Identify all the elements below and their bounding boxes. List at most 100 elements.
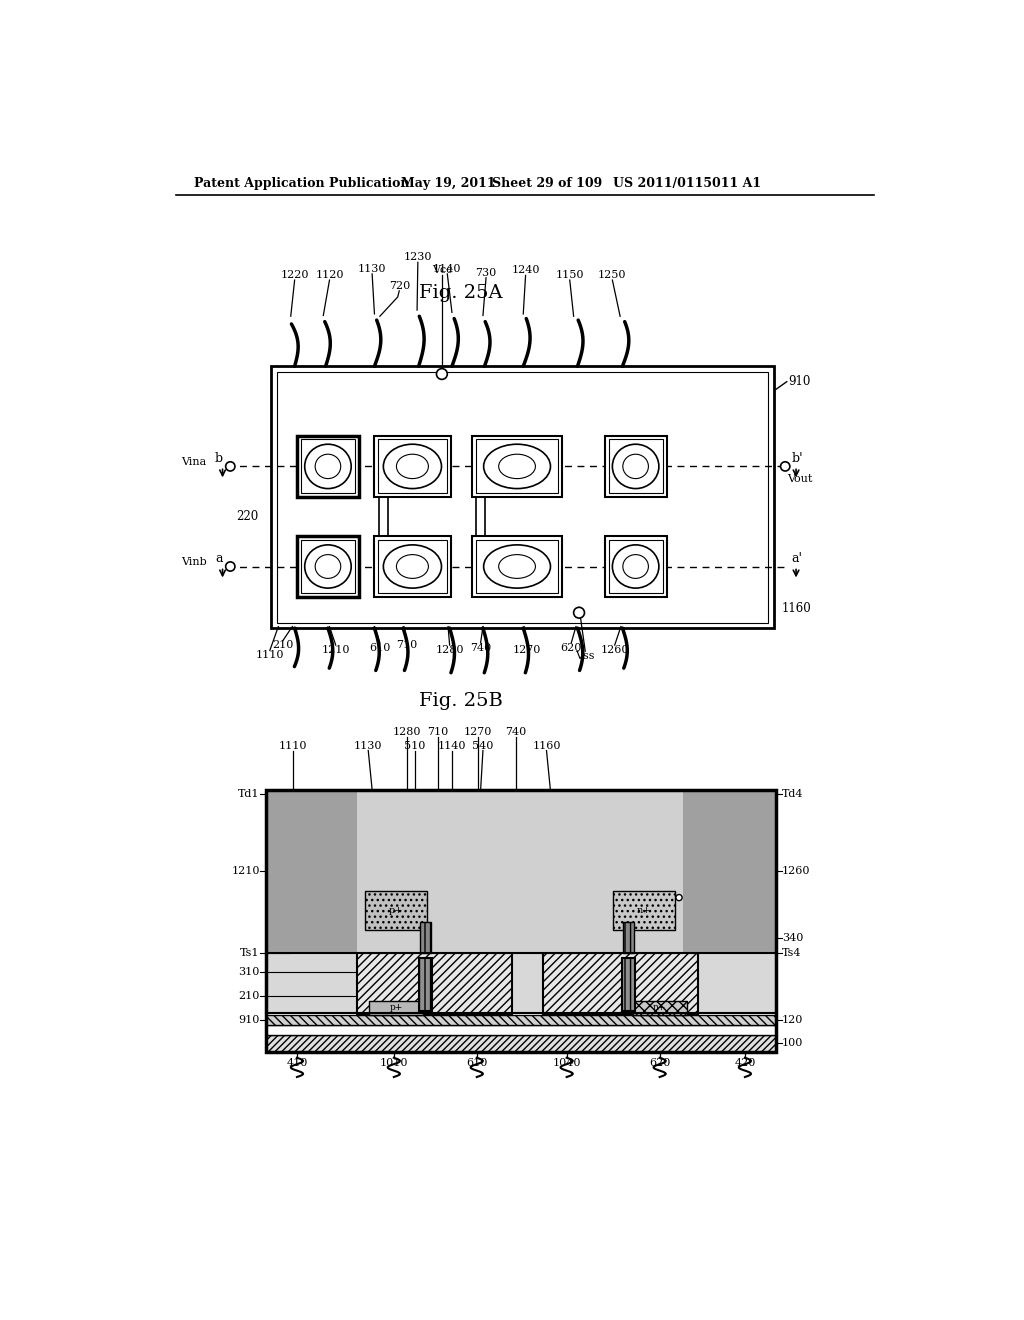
Text: Vcc: Vcc [432, 265, 453, 276]
Text: Vout: Vout [786, 474, 812, 483]
Text: p+: p+ [389, 1003, 402, 1012]
Text: US 2011/0115011 A1: US 2011/0115011 A1 [613, 177, 761, 190]
Bar [357, 789, 683, 953]
Text: 1140: 1140 [433, 264, 462, 275]
Text: Vinb: Vinb [180, 557, 207, 566]
Bar [476, 470, 485, 562]
Text: 410: 410 [287, 1057, 307, 1068]
Ellipse shape [396, 554, 428, 578]
Text: Sheet 29 of 109: Sheet 29 of 109 [493, 177, 602, 190]
Circle shape [225, 562, 234, 572]
Text: 610: 610 [370, 643, 390, 652]
Text: b: b [214, 453, 222, 465]
Text: Vss: Vss [575, 651, 595, 661]
Bar [608, 440, 663, 494]
Bar [378, 440, 447, 494]
Bar [472, 536, 561, 597]
Text: 1140: 1140 [437, 741, 466, 751]
Text: Td4: Td4 [782, 788, 804, 799]
Text: 1280: 1280 [393, 727, 421, 738]
Bar [378, 540, 447, 593]
Bar [366, 891, 427, 929]
Text: b': b' [792, 453, 803, 465]
Text: 910: 910 [239, 1015, 260, 1026]
Bar [374, 536, 452, 597]
Bar [266, 1035, 776, 1052]
Text: 210: 210 [272, 640, 294, 651]
Text: 610: 610 [466, 1057, 487, 1068]
Bar [266, 789, 776, 1015]
Text: p+: p+ [389, 907, 403, 915]
Bar [420, 958, 432, 1011]
Bar [357, 953, 512, 1015]
Circle shape [573, 607, 585, 618]
Bar [379, 470, 388, 562]
Text: 730: 730 [475, 268, 497, 277]
Bar [301, 540, 355, 593]
Text: Vina: Vina [180, 457, 206, 467]
Text: 1280: 1280 [435, 645, 464, 655]
Text: 1270: 1270 [513, 645, 542, 655]
Bar [544, 953, 698, 1015]
Text: 420: 420 [734, 1057, 756, 1068]
Text: Td1: Td1 [239, 788, 260, 799]
Text: 1040: 1040 [552, 1057, 581, 1068]
Text: Fig. 25B: Fig. 25B [419, 692, 503, 710]
Ellipse shape [499, 554, 536, 578]
Bar [420, 958, 432, 1011]
Ellipse shape [612, 445, 658, 488]
Text: 620: 620 [560, 643, 582, 652]
Bar [683, 789, 776, 953]
Text: 1110: 1110 [279, 741, 307, 751]
Ellipse shape [623, 454, 648, 479]
Text: 1110: 1110 [256, 651, 284, 660]
Text: 1260: 1260 [782, 866, 811, 876]
Bar [301, 440, 355, 494]
Text: 1220: 1220 [281, 271, 309, 280]
Ellipse shape [315, 554, 341, 578]
Bar [623, 958, 635, 1011]
Text: 1270: 1270 [464, 727, 493, 738]
Text: Fig. 25A: Fig. 25A [420, 284, 503, 302]
Bar [608, 540, 663, 593]
Ellipse shape [499, 454, 536, 479]
Bar [276, 372, 768, 623]
Bar [476, 440, 558, 494]
Bar [613, 891, 675, 929]
Text: 210: 210 [239, 991, 260, 1001]
Bar [266, 789, 776, 1052]
Bar [266, 1015, 776, 1026]
Bar [420, 923, 431, 953]
Ellipse shape [612, 545, 658, 589]
Text: 1150: 1150 [555, 271, 584, 280]
Bar [683, 789, 776, 953]
Ellipse shape [383, 445, 441, 488]
Bar [604, 536, 667, 597]
Text: 1160: 1160 [532, 741, 561, 751]
Bar [357, 953, 512, 1015]
Bar [266, 1026, 776, 1035]
Ellipse shape [305, 545, 351, 589]
Bar [374, 436, 452, 498]
Text: Ts1: Ts1 [241, 948, 260, 958]
Bar [604, 436, 667, 498]
Text: 120: 120 [782, 1015, 804, 1026]
Text: 1240: 1240 [511, 265, 540, 276]
Bar [266, 789, 776, 1052]
Text: a: a [215, 552, 222, 565]
Ellipse shape [315, 454, 341, 479]
Ellipse shape [383, 545, 441, 589]
Text: 620: 620 [649, 1057, 671, 1068]
Text: 220: 220 [236, 510, 258, 523]
Bar [266, 789, 357, 953]
Text: 310: 310 [239, 966, 260, 977]
Text: a': a' [792, 552, 803, 565]
Ellipse shape [483, 445, 551, 488]
Bar [266, 789, 357, 953]
Text: 510: 510 [404, 741, 425, 751]
Ellipse shape [483, 545, 551, 589]
Circle shape [676, 895, 682, 900]
Text: 740: 740 [505, 727, 526, 738]
Bar [476, 540, 558, 593]
Bar [271, 367, 773, 628]
